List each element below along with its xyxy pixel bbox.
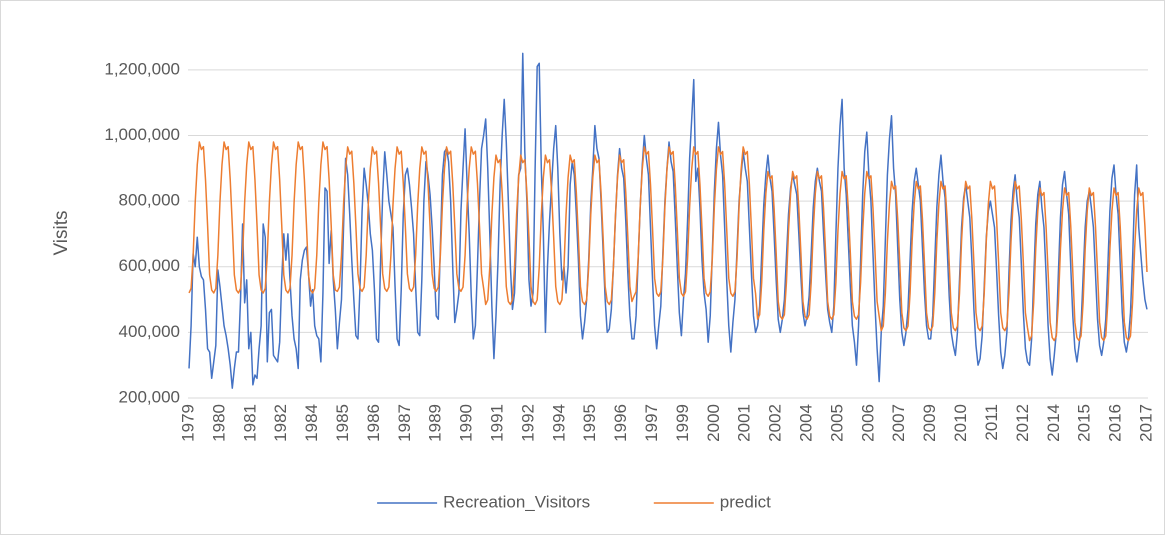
x-tick-label: 2004 <box>797 404 816 442</box>
y-tick-label: 800,000 <box>119 191 180 210</box>
y-tick-label: 1,200,000 <box>104 59 180 78</box>
x-tick-label: 2009 <box>920 404 939 442</box>
x-tick-label: 2007 <box>889 404 908 442</box>
x-tick-label: 1992 <box>518 404 537 442</box>
x-tick-label: 2016 <box>1106 404 1125 442</box>
x-tick-label: 1989 <box>426 404 445 442</box>
x-tick-label: 1981 <box>240 404 259 442</box>
x-tick-label: 1999 <box>673 404 692 442</box>
series-line <box>188 141 1148 342</box>
x-tick-label: 1994 <box>549 404 568 442</box>
x-tick-label: 2000 <box>704 404 723 442</box>
y-tick-label: 600,000 <box>119 256 180 275</box>
x-tick-label: 1985 <box>333 404 352 442</box>
x-tick-label: 1986 <box>364 404 383 442</box>
legend-label: predict <box>720 492 771 511</box>
x-tick-label: 1997 <box>642 404 661 442</box>
x-tick-label: 2012 <box>1013 404 1032 442</box>
x-tick-label: 1991 <box>488 404 507 442</box>
y-tick-label: 400,000 <box>119 322 180 341</box>
x-tick-label: 1984 <box>302 404 321 442</box>
x-tick-label: 2014 <box>1044 404 1063 442</box>
y-tick-label: 1,000,000 <box>104 125 180 144</box>
x-tick-label: 1980 <box>209 404 228 442</box>
x-tick-label: 1979 <box>179 404 198 442</box>
x-tick-label: 2006 <box>858 404 877 442</box>
x-tick-label: 1995 <box>580 404 599 442</box>
x-tick-label: 2002 <box>766 404 785 442</box>
x-tick-label: 1982 <box>271 404 290 442</box>
legend-label: Recreation_Visitors <box>443 492 590 511</box>
x-tick-label: 2005 <box>827 404 846 442</box>
x-tick-label: 1996 <box>611 404 630 442</box>
y-axis-label: Visits <box>51 210 72 255</box>
x-tick-label: 2001 <box>735 404 754 442</box>
x-tick-label: 2015 <box>1075 404 1094 442</box>
y-tick-label: 200,000 <box>119 387 180 406</box>
x-tick-label: 2011 <box>982 404 1001 441</box>
x-tick-label: 2010 <box>951 404 970 442</box>
x-tick-label: 2017 <box>1136 404 1155 442</box>
x-tick-label: 1987 <box>395 404 414 442</box>
x-tick-label: 1990 <box>457 404 476 442</box>
